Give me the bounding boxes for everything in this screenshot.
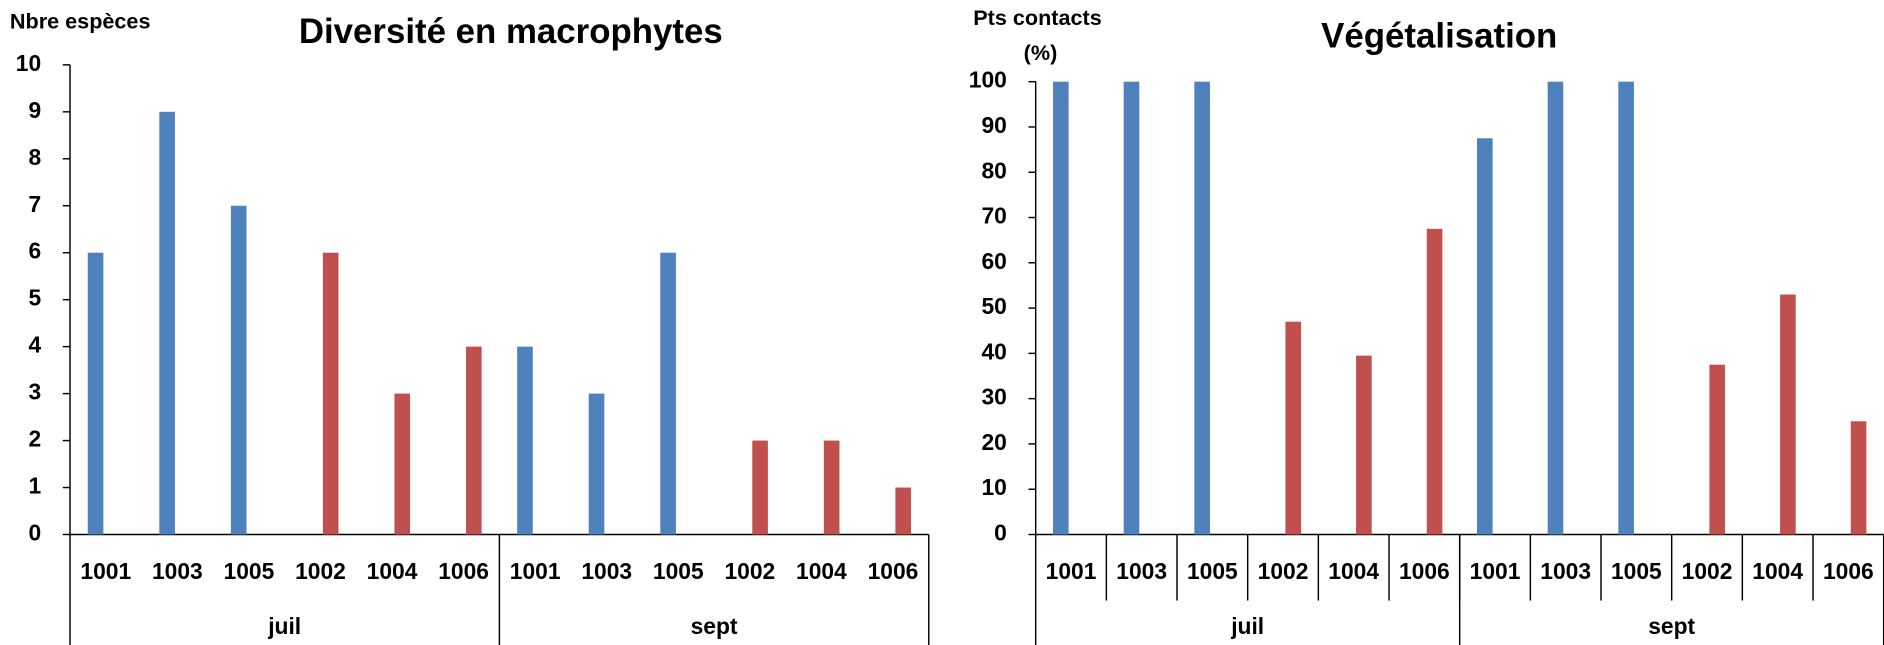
- x-tick-label: 1004: [1328, 558, 1379, 584]
- x-tick-label: 1001: [1046, 558, 1097, 584]
- bar: [1850, 421, 1867, 535]
- x-tick-label: 1004: [1752, 558, 1803, 584]
- x-tick-label: 1002: [295, 558, 346, 584]
- y-tick-label: 90: [981, 112, 1006, 138]
- y-tick-label: 9: [28, 97, 41, 123]
- y-tick-label: 5: [28, 285, 41, 311]
- y-tick-label: 0: [994, 520, 1007, 546]
- y-tick-label: 3: [28, 379, 41, 405]
- bar: [895, 487, 912, 535]
- x-tick-label: 1006: [438, 558, 489, 584]
- y-tick-label: 4: [28, 332, 41, 358]
- x-tick-label: 1005: [653, 558, 704, 584]
- bar: [1356, 355, 1372, 535]
- bar: [87, 252, 104, 535]
- y-tick-label: 70: [981, 203, 1006, 229]
- x-tick-label: 1003: [581, 558, 632, 584]
- x-tick-label: 1005: [1611, 558, 1662, 584]
- bar: [660, 252, 676, 535]
- y-tick-label: 60: [981, 248, 1006, 274]
- y-tick-label: 1: [28, 473, 41, 499]
- chart-title: Végétalisation: [1321, 17, 1557, 56]
- x-tick-label: 1005: [224, 558, 275, 584]
- bar: [517, 346, 533, 535]
- bar: [1618, 81, 1634, 535]
- bar: [1476, 138, 1493, 535]
- x-tick-label: 1002: [724, 558, 775, 584]
- bar: [588, 393, 605, 535]
- y-tick-label: 80: [981, 157, 1006, 183]
- y-tick-label: 7: [28, 191, 41, 217]
- y-tick-label: 0: [28, 520, 41, 546]
- x-tick-label: 1006: [868, 558, 919, 584]
- y-tick-label: 10: [981, 474, 1006, 500]
- bar: [1547, 81, 1564, 535]
- group-label: sept: [691, 613, 738, 639]
- bar: [322, 252, 339, 535]
- bar: [466, 346, 482, 535]
- group-label: juil: [1230, 613, 1264, 639]
- bar: [159, 111, 175, 535]
- x-tick-label: 1003: [1116, 558, 1167, 584]
- x-tick-label: 1006: [1399, 558, 1450, 584]
- group-label: juil: [267, 613, 301, 639]
- x-tick-label: 1006: [1823, 558, 1874, 584]
- bar: [1285, 321, 1302, 535]
- bar: [823, 440, 840, 535]
- x-tick-label: 1004: [796, 558, 847, 584]
- x-tick-label: 1002: [1682, 558, 1733, 584]
- bar: [752, 440, 768, 535]
- y-tick-label: 50: [981, 293, 1006, 319]
- y-tick-label: 100: [969, 67, 1007, 93]
- y-tick-label: 2: [28, 426, 41, 452]
- bar: [1123, 81, 1140, 535]
- bar: [1426, 228, 1443, 535]
- y-tick-label: 8: [28, 144, 41, 170]
- bar: [1194, 81, 1210, 535]
- bar: [1780, 294, 1796, 535]
- x-tick-label: 1005: [1187, 558, 1238, 584]
- x-tick-label: 1004: [367, 558, 418, 584]
- bar: [230, 205, 247, 535]
- chart-title: Diversité en macrophytes: [299, 12, 723, 51]
- x-tick-label: 1001: [80, 558, 131, 584]
- x-tick-label: 1002: [1258, 558, 1309, 584]
- bar: [1709, 364, 1726, 535]
- y-tick-label: 30: [981, 384, 1006, 410]
- y-axis-label: Pts contacts: [973, 5, 1102, 30]
- y-axis-label: Nbre espèces: [10, 9, 151, 34]
- x-tick-label: 1003: [1540, 558, 1591, 584]
- y-tick-label: 40: [981, 338, 1006, 364]
- y-tick-label: 10: [16, 50, 41, 76]
- group-label: sept: [1648, 613, 1695, 639]
- x-tick-label: 1001: [510, 558, 561, 584]
- x-tick-label: 1001: [1470, 558, 1521, 584]
- y-tick-label: 6: [28, 238, 41, 264]
- bar: [1053, 81, 1069, 535]
- y-axis-label: (%): [1024, 40, 1058, 65]
- y-tick-label: 20: [981, 429, 1006, 455]
- bar: [394, 393, 411, 535]
- x-tick-label: 1003: [152, 558, 203, 584]
